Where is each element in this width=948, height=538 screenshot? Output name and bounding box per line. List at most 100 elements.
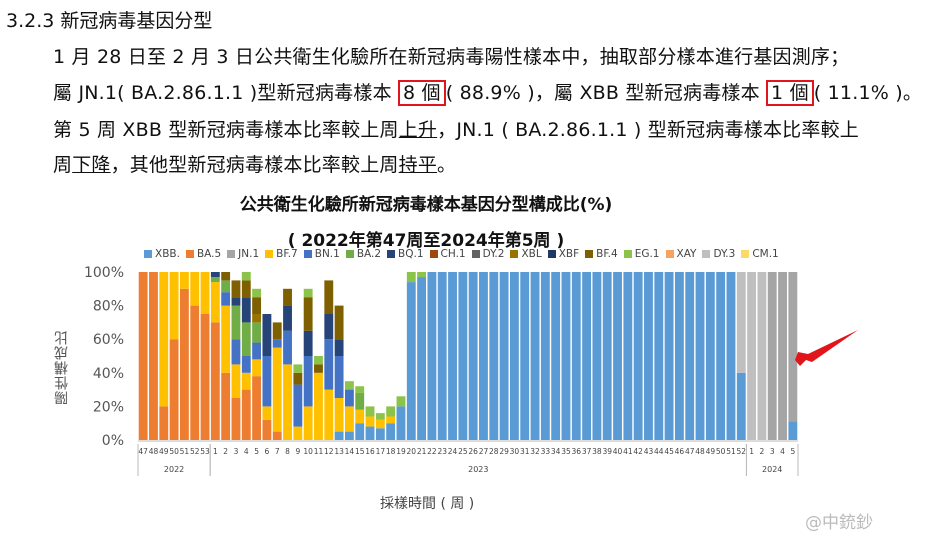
bar-segment — [509, 272, 519, 440]
line2-part-e: ( 11.1% )。 — [813, 82, 923, 104]
bar-segment — [375, 428, 385, 440]
line3-part-a: 第 5 周 XBB 型新冠病毒樣本比率較上周 — [53, 119, 399, 141]
x-tick-label: 35 — [561, 447, 571, 456]
bar-segment — [571, 272, 581, 440]
x-tick-label: 14 — [345, 447, 355, 456]
x-tick-label: 52 — [737, 447, 747, 456]
bar-segment — [613, 272, 622, 440]
bar-segment — [169, 272, 179, 340]
x-tick-label: 51 — [726, 447, 736, 456]
bar-segment — [540, 272, 550, 440]
x-tick-label: 51 — [180, 447, 190, 456]
bar-segment — [272, 322, 282, 340]
x-tick-label: 9 — [295, 447, 300, 456]
bar-segment — [231, 280, 241, 298]
legend-swatch — [303, 250, 312, 258]
bar-segment — [241, 389, 251, 440]
bar-segment — [293, 426, 303, 440]
bar-segment — [190, 272, 200, 306]
legend-entry: BA.2 — [356, 248, 382, 260]
legend-entry: JN.1 — [238, 248, 260, 260]
line4-part-c: ，其他型新冠病毒樣本比率較上周 — [110, 154, 399, 176]
bar-segment — [190, 305, 200, 440]
x-tick-label: 1 — [749, 447, 754, 456]
bar-segment — [716, 272, 726, 440]
y-tick-label: 0% — [102, 433, 124, 449]
x-tick-label: 46 — [675, 447, 685, 456]
bar-segment — [179, 288, 189, 440]
legend-entry: DY.3 — [713, 248, 736, 260]
bar-segment — [355, 392, 365, 410]
x-tick-label: 7 — [275, 447, 280, 456]
bar-segment — [386, 416, 396, 424]
bar-segment — [726, 272, 736, 440]
x-tick-label: 4 — [244, 447, 249, 456]
x-tick-label: 6 — [265, 447, 270, 456]
chart-legend: XBB. BA.5 JN.1 BF.7 BN.1 BA.2 BQ.1 CH.1 DY.2 XBL X… — [138, 248, 779, 260]
legend-entry: XBF — [558, 248, 580, 260]
x-tick-label: 5 — [790, 447, 795, 456]
x-tick-label: 27 — [479, 447, 489, 456]
bar-segment — [644, 272, 653, 440]
bar-segment — [530, 272, 540, 440]
bar-segment — [159, 406, 169, 440]
x-tick-label: 47 — [138, 447, 148, 456]
bar-segment — [592, 272, 602, 440]
bar-segment — [664, 272, 674, 440]
bar-segment — [221, 372, 231, 440]
bar-segment — [520, 272, 530, 440]
bar-segment — [252, 322, 262, 343]
legend-swatch — [185, 250, 194, 258]
x-axis-label: 採樣時間 ( 周 ) — [380, 496, 475, 512]
bar-segment — [303, 288, 313, 298]
bar-segment — [138, 272, 148, 440]
bar-segment — [582, 272, 592, 440]
bar-segment — [303, 330, 313, 356]
year-label: 2024 — [762, 465, 782, 474]
xbb-count-box: 1 個 — [766, 80, 814, 106]
legend-swatch — [585, 250, 594, 258]
bar-segment — [210, 272, 220, 278]
x-tick-label: 49 — [706, 447, 716, 456]
x-tick-label: 50 — [716, 447, 726, 456]
y-tick-label: 40% — [93, 366, 124, 382]
x-tick-label: 48 — [149, 447, 159, 456]
legend-entry: BF.7 — [276, 248, 298, 260]
bar-segment — [365, 406, 375, 417]
line4-part-a: 周 — [53, 154, 73, 176]
bar-segment — [231, 339, 241, 365]
bar-segment — [272, 347, 282, 432]
legend-entry: BF.4 — [596, 248, 618, 260]
bar-segment — [458, 272, 468, 440]
bar-segment — [221, 305, 231, 373]
line4-part-e: 。 — [437, 154, 457, 176]
legend-entry: EG.1 — [634, 248, 660, 260]
x-tick-label: 32 — [530, 447, 540, 456]
legend-entry: BA.5 — [196, 248, 222, 260]
bar-segment — [468, 272, 478, 440]
xbb-trend-up: 上升 — [398, 119, 438, 141]
bar-segment — [210, 277, 220, 283]
bar-segment — [272, 339, 282, 348]
x-tick-label: 5 — [254, 447, 259, 456]
legend-swatch — [144, 250, 152, 258]
bar-segment — [334, 431, 344, 440]
x-tick-label: 3 — [770, 447, 775, 456]
bar-segment — [344, 389, 354, 407]
bar-segment — [685, 272, 695, 440]
x-tick-label: 3 — [234, 447, 239, 456]
chart-subtitle: ( 2022年第47周至2024年第5周 ) — [287, 231, 565, 251]
bar-segment — [489, 272, 499, 440]
bar-segment — [221, 292, 231, 306]
bar-segment — [262, 356, 272, 407]
bar-segment — [283, 305, 292, 331]
x-tick-label: 23 — [437, 447, 447, 456]
bar-segment — [561, 272, 571, 440]
bar-segment — [365, 416, 375, 427]
x-tick-label: 37 — [582, 447, 592, 456]
x-tick-label: 4 — [780, 447, 785, 456]
x-tick-label: 30 — [510, 447, 520, 456]
bar-segment — [375, 419, 385, 429]
x-tick-label: 15 — [355, 447, 365, 456]
bar-segment — [602, 272, 612, 440]
